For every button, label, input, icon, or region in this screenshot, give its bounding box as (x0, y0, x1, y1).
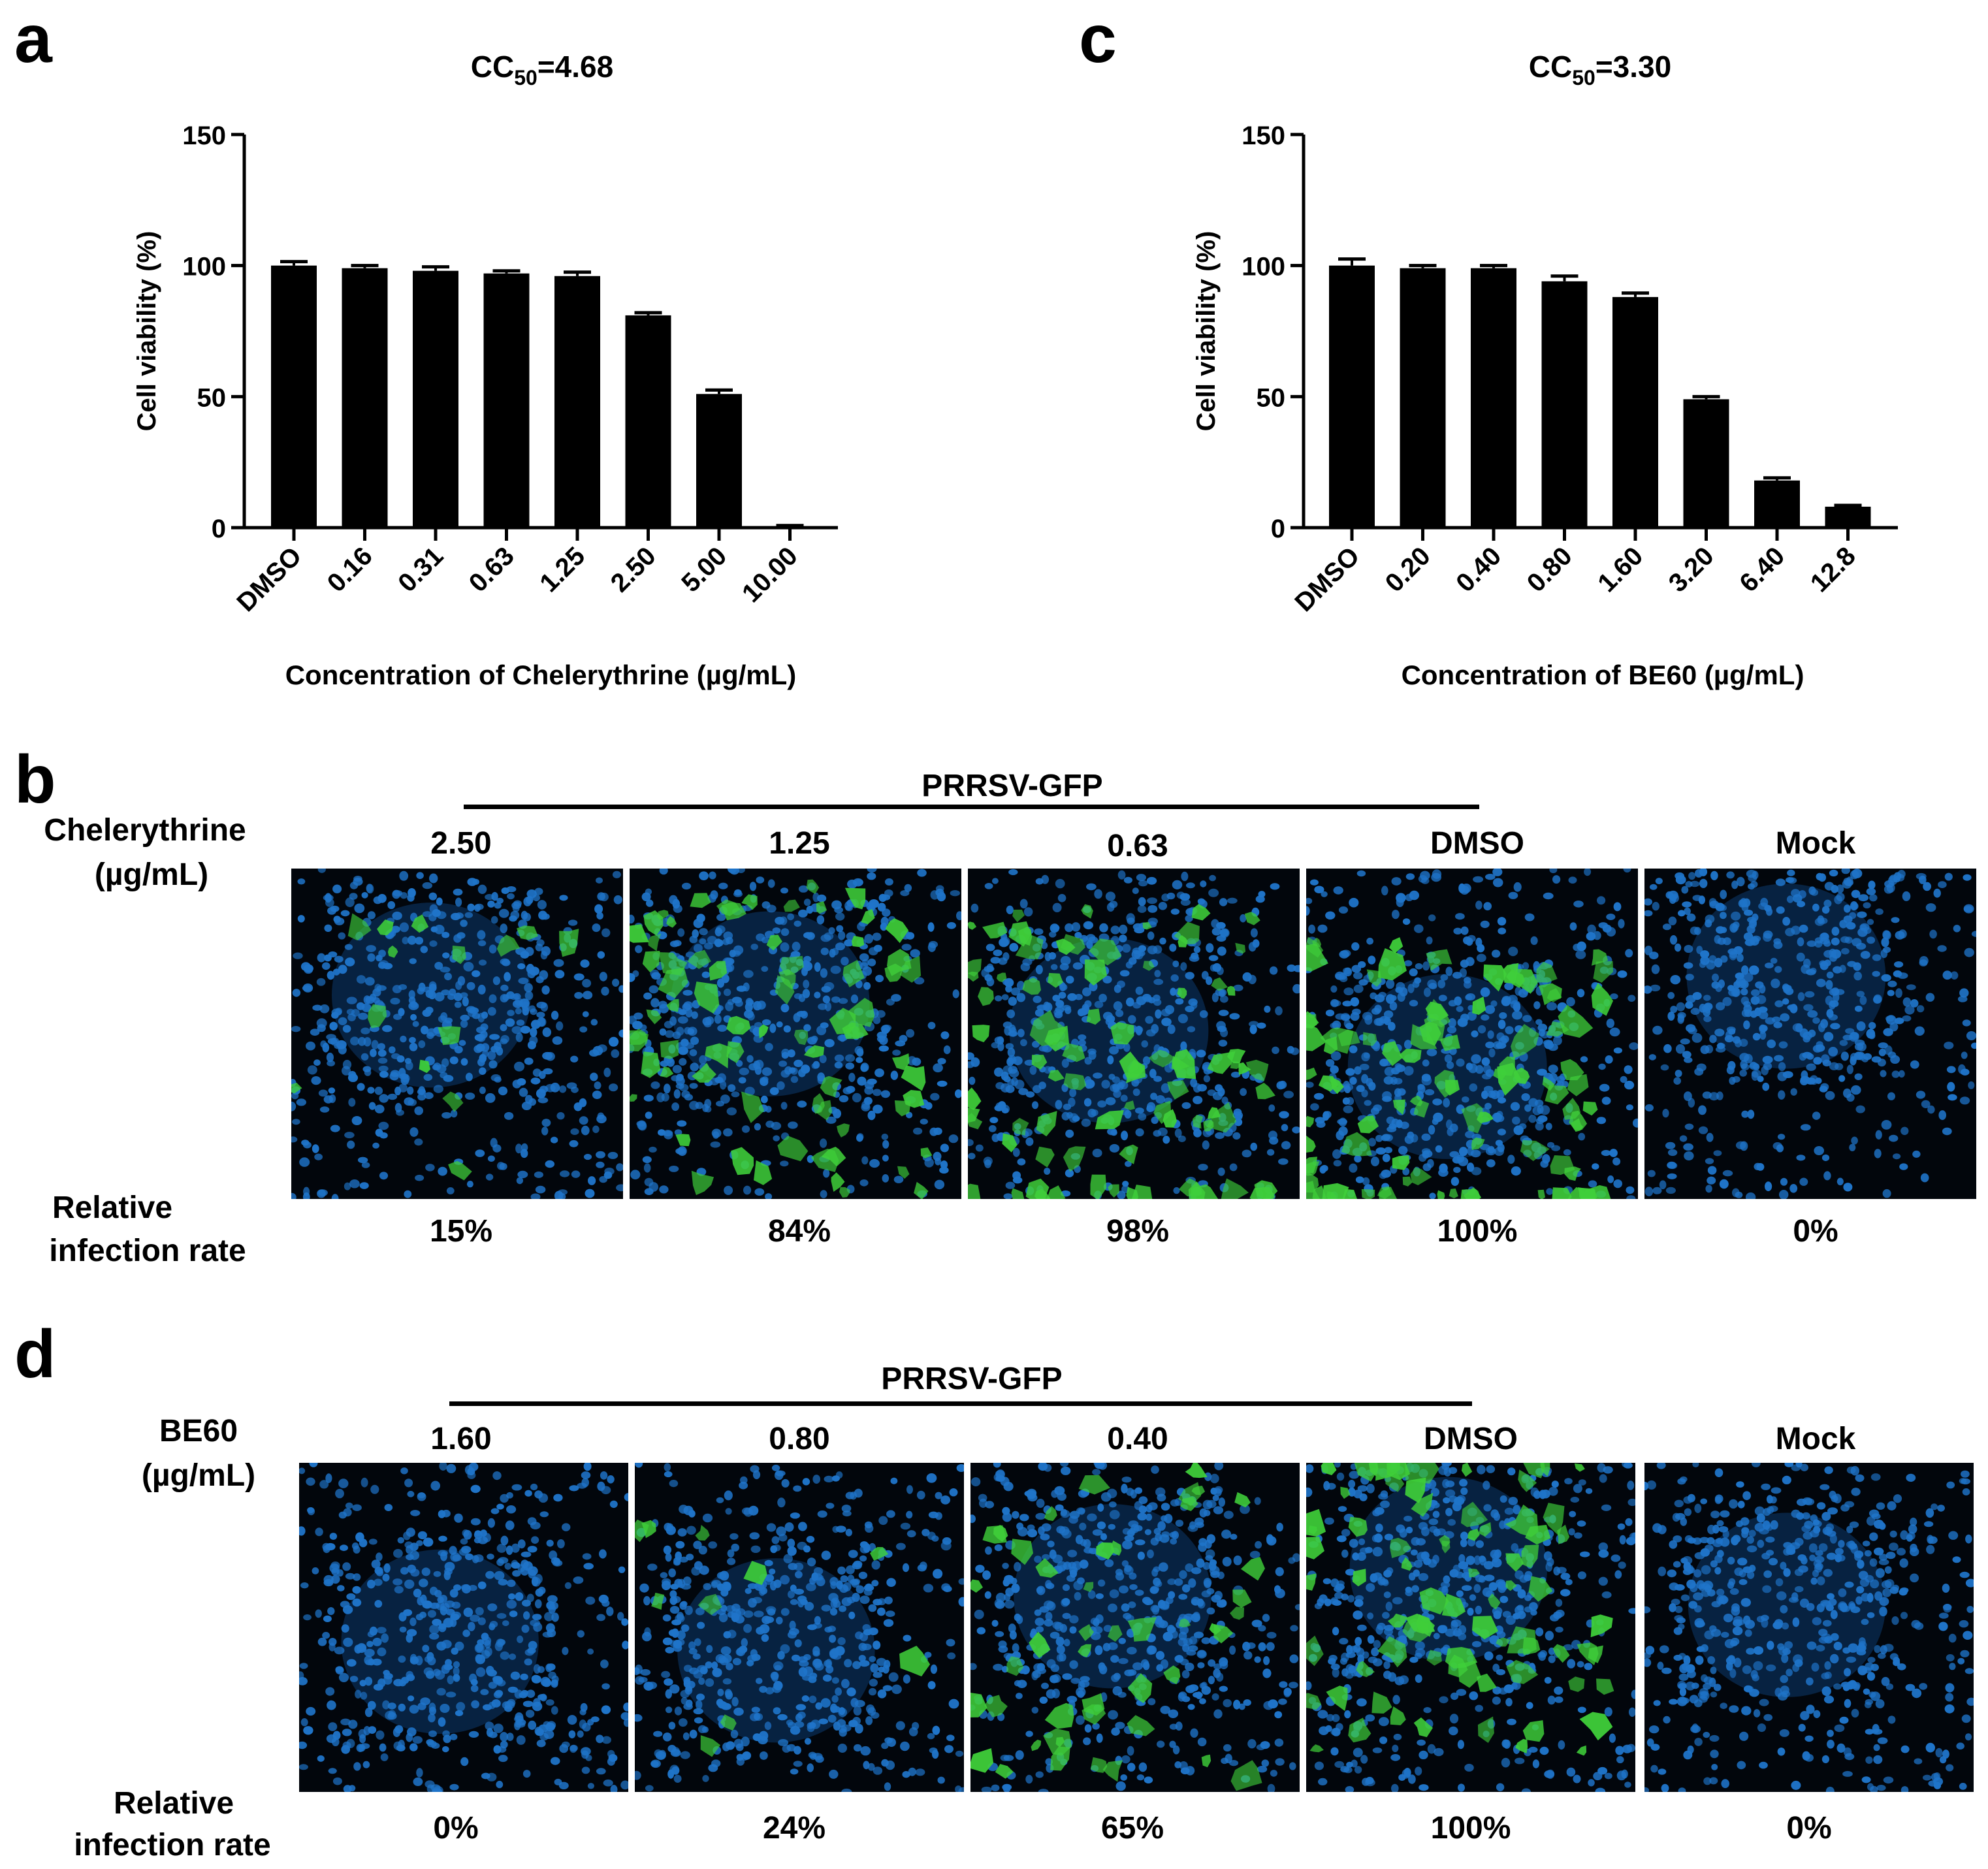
x-tick-label: 2.50 (605, 541, 662, 598)
bar (625, 315, 671, 528)
y-tick-label: 50 (197, 383, 227, 412)
panel-letter-a: a (14, 1, 52, 77)
bar (1329, 265, 1375, 528)
micrograph-d-1 (299, 1463, 628, 1792)
micrograph-b-3 (968, 869, 1300, 1199)
micrograph-d-4 (1306, 1463, 1635, 1792)
rate-d-1: 0% (433, 1811, 479, 1845)
rate-label-b-line1: Relative (52, 1190, 173, 1225)
micrograph-b-5 (1644, 869, 1976, 1199)
y-tick-label: 0 (212, 515, 226, 543)
column-label-b-3: 0.63 (1107, 829, 1168, 863)
x-axis-label: Concentration of Chelerythrine (µg/mL) (285, 660, 797, 690)
column-label-b-5: Mock (1775, 826, 1856, 861)
drug-label-b-line2: (µg/mL) (94, 857, 209, 892)
column-label-b-4: DMSO (1430, 826, 1524, 861)
chart-title: CC50=4.68 (471, 50, 613, 89)
bar (696, 394, 742, 528)
y-axis-label: Cell viability (%) (133, 231, 161, 432)
rate-b-2: 84% (767, 1214, 831, 1249)
micrograph-b-1 (291, 869, 623, 1199)
panel-letter-b: b (14, 742, 56, 818)
virus-rule-b (464, 805, 1479, 809)
panel-letter-c: c (1079, 1, 1117, 77)
bar (483, 273, 530, 528)
drug-label-d-line2: (µg/mL) (141, 1458, 256, 1493)
rate-b-1: 15% (429, 1214, 493, 1249)
y-tick-label: 100 (1242, 253, 1285, 281)
x-axis-label: Concentration of BE60 (µg/mL) (1402, 660, 1804, 690)
column-label-d-2: 0.80 (769, 1422, 830, 1456)
rate-label-b-line2: infection rate (49, 1234, 246, 1268)
column-label-d-5: Mock (1775, 1422, 1856, 1456)
bar (1683, 399, 1729, 528)
micrograph-b-4 (1306, 869, 1638, 1199)
y-tick-label: 150 (1242, 121, 1285, 150)
x-tick-label: 1.25 (534, 541, 590, 598)
bar (413, 270, 458, 528)
bar (1825, 506, 1871, 528)
bar (271, 265, 317, 528)
micrograph-d-3 (970, 1463, 1300, 1792)
rate-b-3: 98% (1106, 1214, 1170, 1249)
panel-letter-d: d (14, 1317, 56, 1392)
y-tick-label: 50 (1257, 383, 1286, 412)
rate-d-5: 0% (1786, 1811, 1832, 1845)
bar (554, 276, 600, 528)
bar (1471, 268, 1516, 528)
x-tick-label: 3.20 (1663, 541, 1720, 598)
x-tick-label: 6.40 (1734, 541, 1790, 598)
y-tick-label: 150 (182, 121, 226, 150)
micrograph-b-2 (630, 869, 961, 1199)
bar (1541, 281, 1588, 528)
column-label-b-2: 1.25 (769, 826, 830, 861)
column-label-d-1: 1.60 (430, 1422, 492, 1456)
y-tick-label: 0 (1271, 515, 1285, 543)
rate-d-2: 24% (762, 1811, 826, 1845)
column-label-d-3: 0.40 (1107, 1422, 1168, 1456)
bar (1612, 296, 1658, 528)
drug-label-d-line1: BE60 (159, 1414, 238, 1448)
x-tick-label: DMSO (231, 541, 307, 617)
chart-c-viability: 0 50 100 150 DMSO 0.20 0.40 0.80 1.60 3.20 6.40 12.… (1192, 50, 1898, 690)
x-tick-label: 0.63 (464, 541, 520, 598)
x-tick-label: 0.20 (1380, 541, 1436, 598)
chart-a-viability: 0 50 100 150 DMSO 0.16 0.31 0.63 1.25 2.50 5.00 10.… (133, 50, 838, 690)
x-tick-label: 0.31 (393, 541, 449, 598)
x-tick-label: 5.00 (676, 541, 732, 598)
chart-title: CC50=3.30 (1529, 50, 1671, 89)
rate-label-d-line1: Relative (113, 1786, 234, 1821)
bar (1400, 268, 1446, 528)
virus-rule-d (449, 1401, 1472, 1406)
bar (342, 268, 388, 528)
micrograph-d-2 (635, 1463, 964, 1792)
column-label-d-4: DMSO (1424, 1422, 1518, 1456)
x-tick-label: 12.8 (1805, 541, 1861, 598)
bar (1754, 480, 1800, 528)
rate-d-3: 65% (1100, 1811, 1164, 1845)
micrograph-d-5 (1644, 1463, 1974, 1792)
x-tick-label: 10.00 (737, 541, 803, 608)
x-tick-label: 0.40 (1451, 541, 1507, 598)
x-tick-label: DMSO (1289, 541, 1365, 617)
virus-label-b: PRRSV-GFP (922, 769, 1103, 803)
rate-d-4: 100% (1430, 1811, 1511, 1845)
y-axis-label: Cell viability (%) (1192, 231, 1221, 432)
rate-label-d-line2: infection rate (74, 1828, 271, 1862)
x-tick-label: 0.16 (322, 541, 378, 598)
x-tick-label: 0.80 (1522, 541, 1578, 598)
column-label-b-1: 2.50 (430, 826, 492, 861)
virus-label-d: PRRSV-GFP (881, 1362, 1063, 1396)
x-tick-label: 1.60 (1592, 541, 1648, 598)
drug-label-b-line1: Chelerythrine (44, 813, 246, 848)
rate-b-4: 100% (1437, 1214, 1518, 1249)
rate-b-5: 0% (1793, 1214, 1838, 1249)
y-tick-label: 100 (182, 253, 226, 281)
